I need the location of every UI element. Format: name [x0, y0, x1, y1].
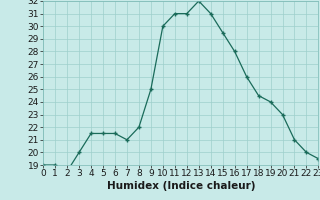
X-axis label: Humidex (Indice chaleur): Humidex (Indice chaleur) [107, 181, 255, 191]
